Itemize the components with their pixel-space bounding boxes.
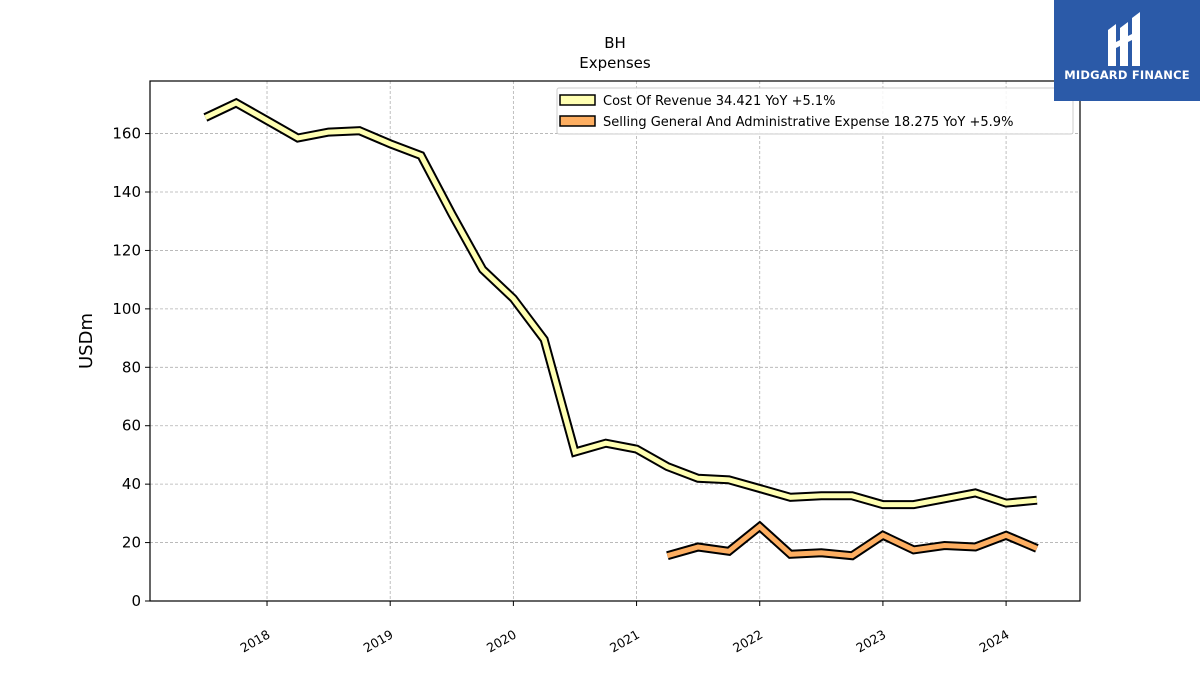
x-tick-label: 2021 — [607, 627, 642, 656]
legend: Cost Of Revenue 34.421 YoY +5.1% Selling … — [556, 87, 1074, 135]
y-tick-label: 100 — [112, 300, 141, 318]
y-axis-label: USDm — [76, 313, 97, 369]
series-line — [666, 523, 1038, 559]
x-tick-label: 2020 — [484, 627, 519, 656]
legend-label: Cost Of Revenue 34.421 YoY +5.1% — [603, 94, 836, 109]
axes: 0 20 40 60 80 100 120 140 160 2018 2019 2020 2021 202… — [112, 80, 1081, 656]
y-tick-label: 160 — [112, 125, 141, 143]
chart-title: BH — [604, 34, 626, 52]
legend-swatch — [559, 115, 596, 127]
y-tick-label: 0 — [131, 592, 141, 610]
plot-frame — [149, 80, 1081, 602]
x-tick-label: 2019 — [361, 627, 396, 656]
x-tick-label: 2022 — [730, 627, 765, 656]
grid-lines — [150, 81, 1080, 602]
y-tick-label: 120 — [112, 241, 141, 259]
y-tick-label: 20 — [122, 534, 141, 552]
mf-monogram-icon — [1108, 12, 1140, 66]
y-tick-label: 140 — [112, 183, 141, 201]
legend-swatch — [559, 94, 596, 106]
y-tick-label: 40 — [122, 475, 141, 493]
legend-box — [556, 87, 1074, 135]
chart-subtitle: Expenses — [579, 54, 651, 72]
midgard-finance-logo: MIDGARD FINANCE — [1054, 0, 1200, 101]
series-lines — [203, 97, 1039, 561]
series-line — [204, 100, 1038, 508]
x-tick-label: 2018 — [237, 627, 272, 656]
logo-text: MIDGARD FINANCE — [1064, 68, 1190, 82]
y-tick-label: 80 — [122, 358, 141, 376]
legend-label: Selling General And Administrative Expen… — [603, 115, 1013, 130]
y-tick-label: 60 — [122, 417, 141, 435]
x-tick-label: 2023 — [853, 627, 888, 656]
x-tick-label: 2024 — [977, 627, 1012, 656]
